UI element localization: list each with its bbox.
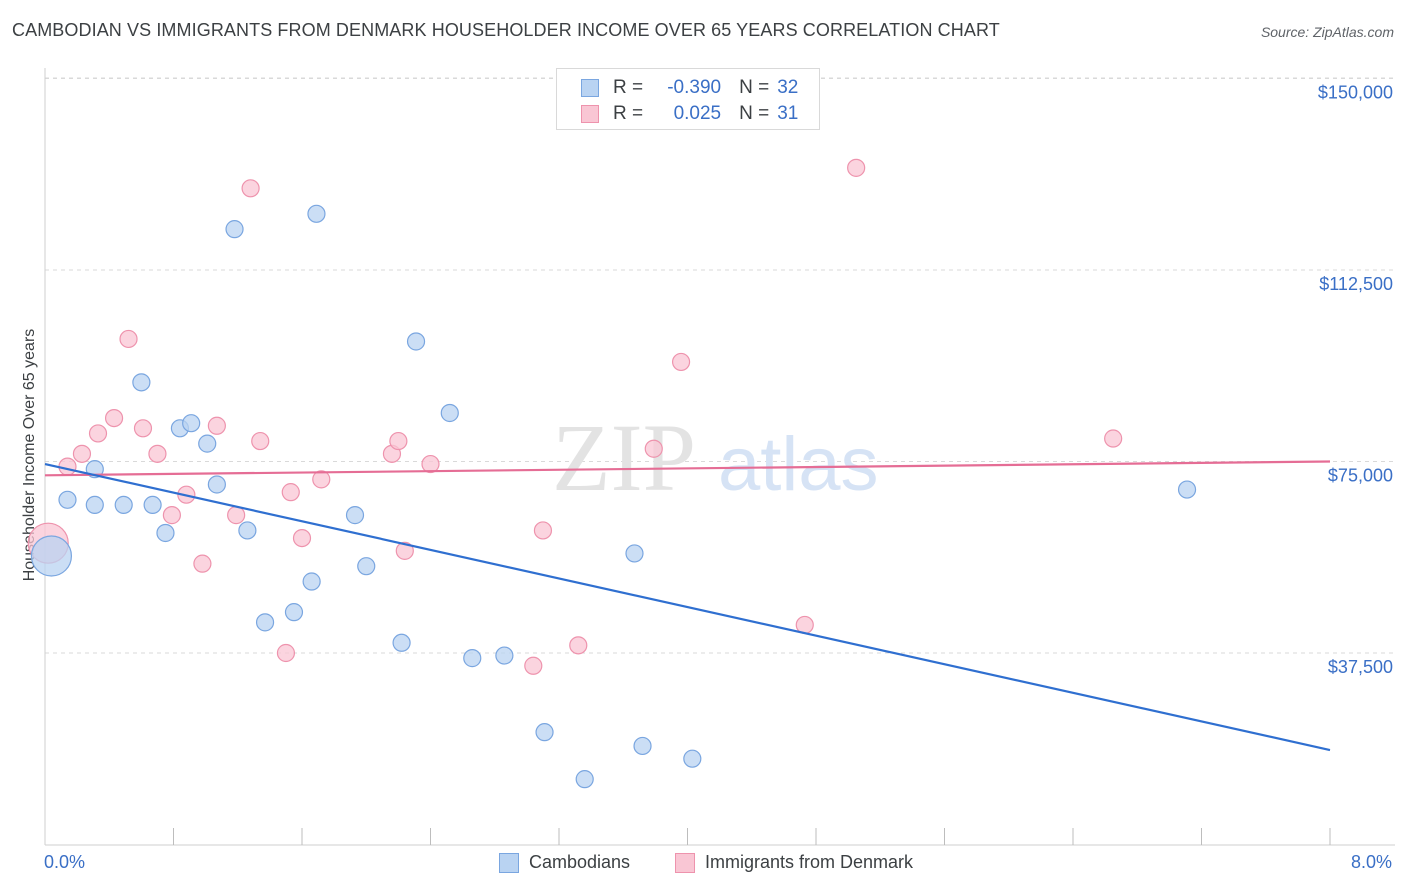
legend-r-value: 0.025 bbox=[673, 103, 722, 124]
data-point bbox=[104, 408, 124, 428]
data-point bbox=[569, 636, 588, 655]
data-point bbox=[389, 431, 408, 451]
source-label: Source: ZipAtlas.com bbox=[1260, 24, 1394, 40]
data-point bbox=[207, 475, 226, 494]
data-point bbox=[292, 528, 312, 548]
legend-n-value: 31 bbox=[777, 103, 799, 124]
data-point bbox=[251, 431, 270, 451]
data-point bbox=[357, 557, 376, 576]
series-legend: Cambodians Immigrants from Denmark bbox=[0, 852, 1406, 876]
data-point bbox=[193, 554, 212, 573]
trend-line-cambodians bbox=[44, 462, 1331, 752]
data-point bbox=[207, 416, 226, 435]
legend-n-label: N = bbox=[739, 77, 770, 98]
data-point bbox=[30, 535, 73, 577]
data-point bbox=[625, 544, 644, 563]
legend-n-label: N = bbox=[739, 103, 770, 124]
x-tick-label-max: 8.0% bbox=[1350, 852, 1392, 872]
legend-n-value: 32 bbox=[777, 77, 799, 98]
legend-swatch-cambodians bbox=[499, 852, 519, 873]
data-point bbox=[395, 541, 414, 560]
data-point bbox=[225, 220, 244, 239]
data-point bbox=[241, 179, 260, 198]
data-point bbox=[1104, 429, 1123, 448]
data-point bbox=[255, 613, 275, 632]
data-point bbox=[1177, 480, 1197, 499]
data-point bbox=[575, 770, 594, 789]
data-point bbox=[114, 495, 133, 515]
stats-legend: R = -0.390 N = 32 R = 0.025 N = 31 bbox=[556, 68, 820, 130]
data-point bbox=[281, 483, 300, 502]
data-point bbox=[533, 521, 553, 540]
data-point bbox=[133, 419, 153, 438]
data-point bbox=[644, 439, 663, 458]
data-point bbox=[58, 457, 77, 476]
data-point bbox=[633, 736, 652, 756]
data-point bbox=[312, 470, 331, 489]
legend-item-cambodians[interactable]: Cambodians bbox=[499, 852, 630, 873]
data-point bbox=[535, 723, 554, 742]
data-point bbox=[440, 403, 459, 423]
data-point bbox=[85, 495, 104, 515]
data-point bbox=[524, 656, 543, 675]
y-tick-labels: $37,500 $75,000 $112,500 $150,000 bbox=[1318, 83, 1393, 678]
data-point bbox=[227, 506, 246, 525]
x-tick-label-min: 0.0% bbox=[44, 852, 86, 872]
legend-label-denmark: Immigrants from Denmark bbox=[705, 852, 914, 872]
data-point bbox=[421, 454, 440, 474]
data-point bbox=[132, 373, 151, 392]
watermark-zip: ZIP bbox=[552, 404, 696, 511]
legend-r-value: -0.390 bbox=[667, 77, 722, 98]
data-point bbox=[345, 506, 365, 525]
axis-layer bbox=[44, 68, 1395, 846]
points-cambodians bbox=[30, 204, 1197, 789]
data-point bbox=[307, 204, 326, 223]
y-tick-label: $37,500 bbox=[1328, 657, 1393, 677]
y-tick-label: $75,000 bbox=[1328, 466, 1393, 486]
data-point bbox=[671, 352, 691, 372]
y-tick-label: $112,500 bbox=[1319, 274, 1393, 294]
data-point bbox=[495, 646, 514, 665]
data-point bbox=[392, 633, 411, 652]
legend-swatch-blue bbox=[581, 79, 599, 97]
data-point bbox=[156, 523, 175, 543]
legend-item-denmark[interactable]: Immigrants from Denmark bbox=[675, 852, 913, 873]
grid-layer bbox=[45, 77, 1395, 654]
data-point bbox=[119, 329, 138, 349]
legend-r-label: R = bbox=[613, 103, 644, 124]
trend-line-denmark bbox=[44, 460, 1331, 477]
data-point bbox=[182, 414, 201, 433]
legend-swatch-pink bbox=[581, 105, 599, 123]
data-point bbox=[847, 158, 866, 177]
trend-layer bbox=[44, 460, 1331, 752]
data-point bbox=[406, 332, 426, 351]
data-point bbox=[238, 521, 257, 540]
data-point bbox=[88, 424, 108, 443]
data-point bbox=[72, 444, 92, 463]
watermark-atlas: atlas bbox=[718, 422, 879, 507]
legend-r-label: R = bbox=[613, 77, 644, 98]
legend-label-cambodians: Cambodians bbox=[529, 852, 631, 872]
data-point bbox=[162, 506, 181, 525]
data-point bbox=[284, 603, 304, 622]
y-tick-label: $150,000 bbox=[1318, 83, 1393, 103]
legend-swatch-denmark bbox=[675, 852, 695, 873]
chart-title: CAMBODIAN VS IMMIGRANTS FROM DENMARK HOU… bbox=[12, 20, 1000, 40]
legend-row-denmark: R = 0.025 N = 31 bbox=[581, 103, 798, 125]
data-point bbox=[683, 749, 702, 768]
data-point bbox=[198, 434, 217, 453]
data-point bbox=[276, 643, 296, 663]
watermark: ZIP atlas bbox=[552, 404, 879, 511]
data-point bbox=[463, 649, 482, 668]
data-point bbox=[143, 495, 162, 515]
legend-row-cambodians: R = -0.390 N = 32 bbox=[581, 77, 798, 99]
data-point bbox=[302, 572, 321, 591]
data-point bbox=[58, 490, 77, 509]
data-point bbox=[148, 444, 167, 463]
